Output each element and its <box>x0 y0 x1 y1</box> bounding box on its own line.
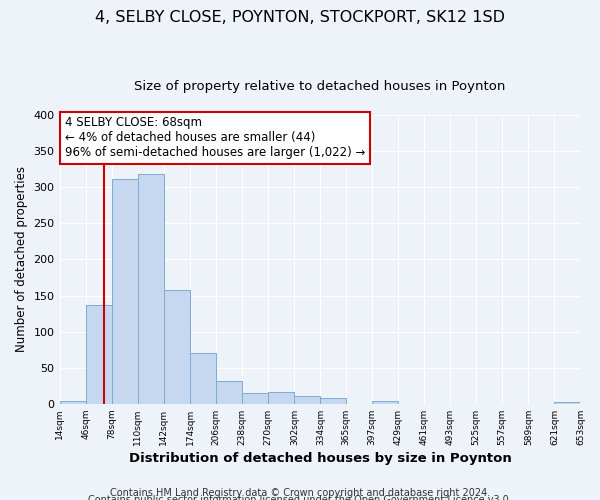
Bar <box>86 305 112 404</box>
Bar <box>320 398 346 404</box>
Text: Contains HM Land Registry data © Crown copyright and database right 2024.: Contains HM Land Registry data © Crown c… <box>110 488 490 498</box>
Text: 4 SELBY CLOSE: 68sqm
← 4% of detached houses are smaller (44)
96% of semi-detach: 4 SELBY CLOSE: 68sqm ← 4% of detached ho… <box>65 116 365 160</box>
Bar <box>242 393 268 404</box>
Bar <box>372 401 398 404</box>
Bar <box>59 401 86 404</box>
Text: Contains public sector information licensed under the Open Government Licence v3: Contains public sector information licen… <box>88 495 512 500</box>
Bar <box>138 174 164 404</box>
Y-axis label: Number of detached properties: Number of detached properties <box>15 166 28 352</box>
Title: Size of property relative to detached houses in Poynton: Size of property relative to detached ho… <box>134 80 506 93</box>
Bar <box>164 290 190 404</box>
Bar <box>112 180 138 404</box>
Bar <box>190 352 216 404</box>
Text: 4, SELBY CLOSE, POYNTON, STOCKPORT, SK12 1SD: 4, SELBY CLOSE, POYNTON, STOCKPORT, SK12… <box>95 10 505 25</box>
Bar <box>268 392 295 404</box>
Bar <box>216 380 242 404</box>
Bar <box>554 402 581 404</box>
Bar <box>295 396 320 404</box>
X-axis label: Distribution of detached houses by size in Poynton: Distribution of detached houses by size … <box>128 452 511 465</box>
